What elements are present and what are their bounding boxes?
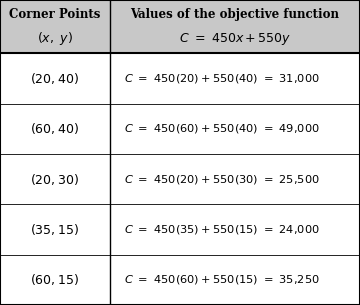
Text: $(60, 15)$: $(60, 15)$ (31, 272, 79, 287)
Bar (0, 0, 360, 53)
Text: $(60, 40)$: $(60, 40)$ (31, 121, 79, 136)
Text: $(20, 40)$: $(20, 40)$ (31, 71, 79, 86)
Text: $C\ =\ 450(60) + 550(15)\ =\ 35{,}250$: $C\ =\ 450(60) + 550(15)\ =\ 35{,}250$ (124, 273, 320, 286)
Text: $C\ =\ 450(60) + 550(40)\ =\ 49{,}000$: $C\ =\ 450(60) + 550(40)\ =\ 49{,}000$ (124, 122, 320, 135)
Text: $C\ =\ 450x + 550y$: $C\ =\ 450x + 550y$ (179, 31, 291, 47)
Text: $(35, 15)$: $(35, 15)$ (31, 222, 79, 237)
Text: $C\ =\ 450(20) + 550(40)\ =\ 31{,}000$: $C\ =\ 450(20) + 550(40)\ =\ 31{,}000$ (124, 72, 320, 85)
Text: Values of the objective function: Values of the objective function (130, 8, 339, 21)
Text: $C\ =\ 450(20) + 550(30)\ =\ 25{,}500$: $C\ =\ 450(20) + 550(30)\ =\ 25{,}500$ (124, 173, 320, 186)
Text: Corner Points: Corner Points (9, 8, 100, 21)
Text: $C\ =\ 450(35) + 550(15)\ =\ 24{,}000$: $C\ =\ 450(35) + 550(15)\ =\ 24{,}000$ (124, 223, 320, 236)
Text: $\mathit{(x,\ y)}$: $\mathit{(x,\ y)}$ (37, 30, 73, 48)
Bar (0, 53, 360, 305)
Text: $(20, 30)$: $(20, 30)$ (31, 172, 79, 187)
